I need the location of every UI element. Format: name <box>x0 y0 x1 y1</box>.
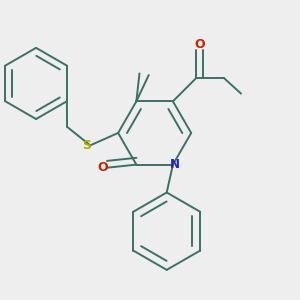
Text: N: N <box>169 158 179 171</box>
Text: S: S <box>82 139 91 152</box>
Text: O: O <box>194 38 205 51</box>
Text: O: O <box>97 161 108 174</box>
